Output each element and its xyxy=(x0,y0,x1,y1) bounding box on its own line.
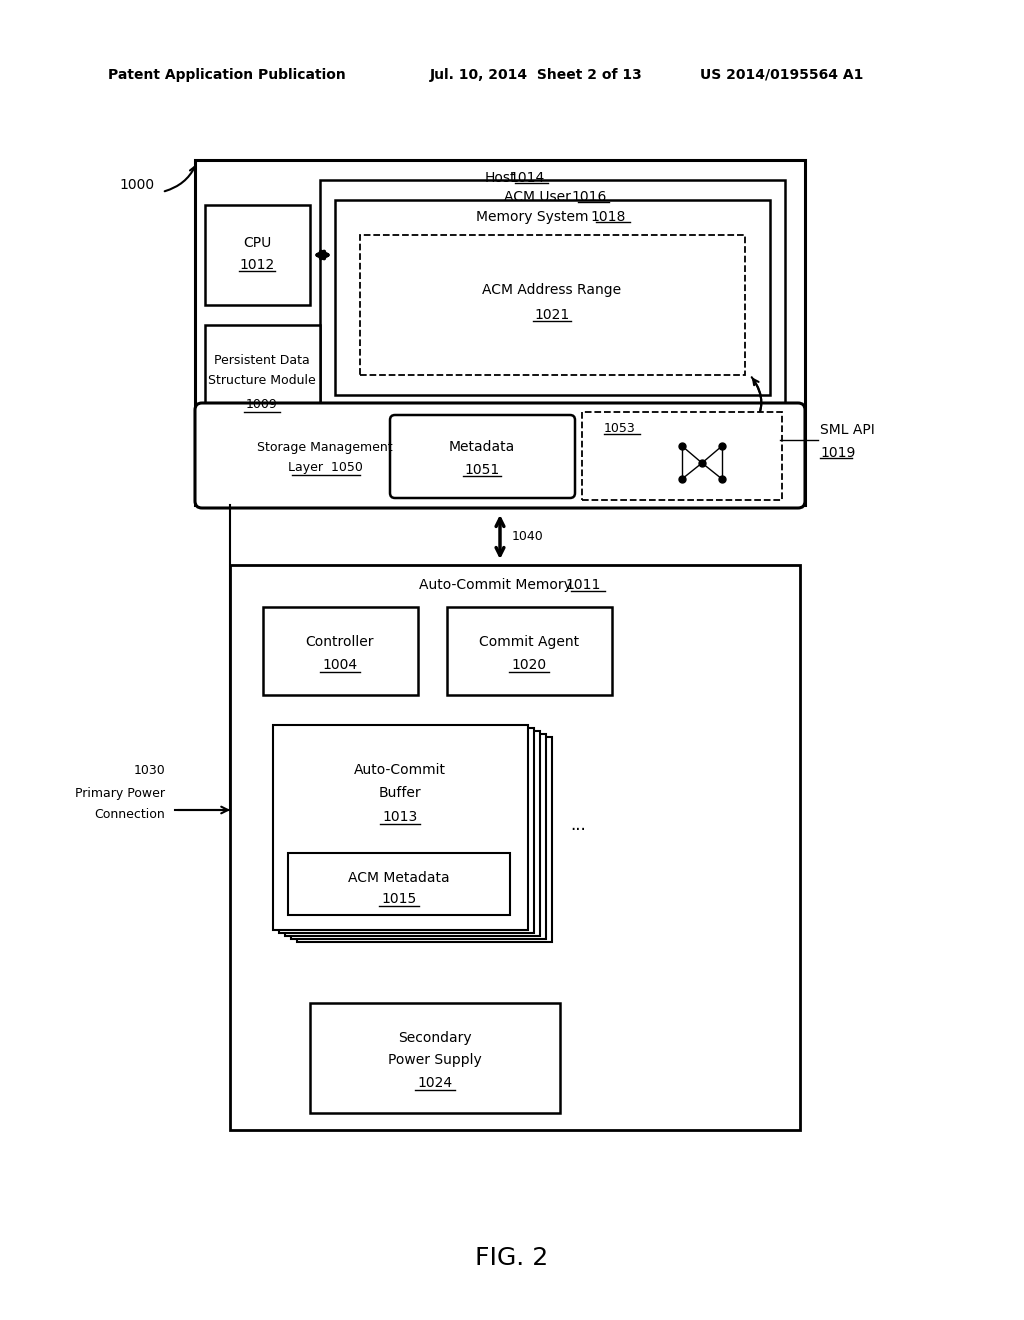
Bar xyxy=(285,731,540,936)
Text: 1019: 1019 xyxy=(820,446,855,459)
Bar xyxy=(360,235,745,375)
Text: 1016: 1016 xyxy=(571,190,606,205)
Bar xyxy=(310,1003,560,1113)
Text: Connection: Connection xyxy=(94,808,165,821)
Bar xyxy=(195,160,805,506)
Text: Storage Management: Storage Management xyxy=(257,441,393,454)
Text: 1014: 1014 xyxy=(509,172,545,185)
Text: ...: ... xyxy=(570,816,586,834)
Text: Patent Application Publication: Patent Application Publication xyxy=(108,69,346,82)
Text: US 2014/0195564 A1: US 2014/0195564 A1 xyxy=(700,69,863,82)
Bar xyxy=(273,725,528,931)
Text: FIG. 2: FIG. 2 xyxy=(475,1246,549,1270)
Bar xyxy=(319,180,785,411)
Text: 1020: 1020 xyxy=(511,657,547,672)
Text: Memory System: Memory System xyxy=(476,210,588,224)
Text: CPU: CPU xyxy=(243,236,271,249)
Text: Buffer: Buffer xyxy=(379,785,421,800)
Text: Host: Host xyxy=(484,172,516,185)
Bar xyxy=(447,607,612,696)
Text: ACM User: ACM User xyxy=(504,190,570,205)
Text: Controller: Controller xyxy=(306,635,374,649)
Text: Persistent Data: Persistent Data xyxy=(214,354,310,367)
Bar xyxy=(291,734,546,939)
Text: 1051: 1051 xyxy=(464,463,500,477)
Text: Jul. 10, 2014  Sheet 2 of 13: Jul. 10, 2014 Sheet 2 of 13 xyxy=(430,69,643,82)
Text: Primary Power: Primary Power xyxy=(75,787,165,800)
Text: 1012: 1012 xyxy=(240,257,274,272)
Text: Metadata: Metadata xyxy=(449,440,515,454)
Bar xyxy=(288,853,510,915)
Text: Layer  1050: Layer 1050 xyxy=(288,462,362,474)
Bar xyxy=(335,201,770,395)
Text: Secondary: Secondary xyxy=(398,1031,472,1045)
Bar xyxy=(582,412,782,500)
Text: 1000: 1000 xyxy=(120,178,155,191)
Text: Structure Module: Structure Module xyxy=(208,374,315,387)
Text: 1053: 1053 xyxy=(604,421,636,434)
Text: 1011: 1011 xyxy=(565,578,601,591)
Text: Commit Agent: Commit Agent xyxy=(479,635,579,649)
Bar xyxy=(263,607,418,696)
Text: Auto-Commit: Auto-Commit xyxy=(354,763,446,777)
Text: 1018: 1018 xyxy=(590,210,626,224)
Text: 1021: 1021 xyxy=(535,308,569,322)
Text: 1013: 1013 xyxy=(382,810,418,824)
Text: 1040: 1040 xyxy=(512,531,544,544)
Text: ACM Address Range: ACM Address Range xyxy=(482,282,622,297)
FancyBboxPatch shape xyxy=(195,403,805,508)
FancyBboxPatch shape xyxy=(390,414,575,498)
Text: ACM Metadata: ACM Metadata xyxy=(348,871,450,884)
Text: Power Supply: Power Supply xyxy=(388,1053,482,1067)
Bar xyxy=(230,565,800,1130)
Text: 1030: 1030 xyxy=(133,763,165,776)
Text: 1015: 1015 xyxy=(381,892,417,906)
Text: 1004: 1004 xyxy=(323,657,357,672)
Bar xyxy=(297,737,552,942)
Text: 1009: 1009 xyxy=(246,399,278,412)
Bar xyxy=(279,729,534,933)
Bar xyxy=(205,325,319,459)
Bar xyxy=(205,205,310,305)
Text: SML API: SML API xyxy=(820,422,874,437)
Text: 1024: 1024 xyxy=(418,1076,453,1090)
Text: Auto-Commit Memory: Auto-Commit Memory xyxy=(419,578,571,591)
